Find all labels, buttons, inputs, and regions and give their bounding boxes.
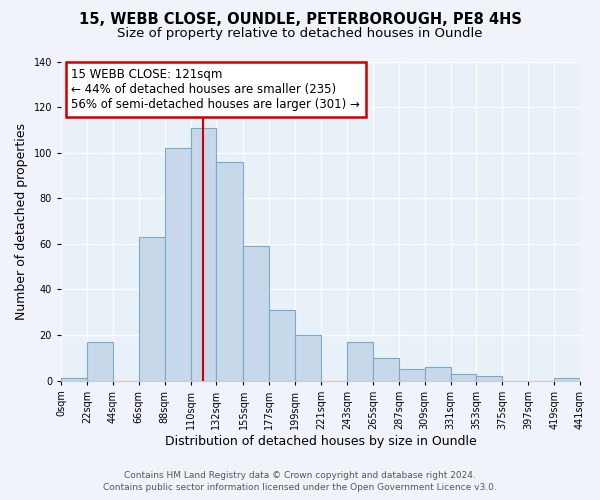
Text: Size of property relative to detached houses in Oundle: Size of property relative to detached ho… <box>117 28 483 40</box>
Bar <box>399 369 425 380</box>
Bar <box>164 148 191 380</box>
Bar <box>139 237 164 380</box>
Bar <box>87 342 113 380</box>
Text: Contains HM Land Registry data © Crown copyright and database right 2024.
Contai: Contains HM Land Registry data © Crown c… <box>103 471 497 492</box>
Text: 15, WEBB CLOSE, OUNDLE, PETERBOROUGH, PE8 4HS: 15, WEBB CLOSE, OUNDLE, PETERBOROUGH, PE… <box>79 12 521 28</box>
Y-axis label: Number of detached properties: Number of detached properties <box>15 122 28 320</box>
X-axis label: Distribution of detached houses by size in Oundle: Distribution of detached houses by size … <box>164 434 476 448</box>
Bar <box>425 367 451 380</box>
Bar <box>244 246 269 380</box>
Bar <box>451 374 476 380</box>
Bar <box>269 310 295 380</box>
Bar <box>217 162 244 380</box>
Text: 15 WEBB CLOSE: 121sqm
← 44% of detached houses are smaller (235)
56% of semi-det: 15 WEBB CLOSE: 121sqm ← 44% of detached … <box>71 68 361 111</box>
Bar <box>295 335 321 380</box>
Bar <box>554 378 580 380</box>
Bar <box>61 378 87 380</box>
Bar <box>347 342 373 380</box>
Bar <box>476 376 502 380</box>
Bar <box>373 358 399 380</box>
Bar <box>191 128 217 380</box>
